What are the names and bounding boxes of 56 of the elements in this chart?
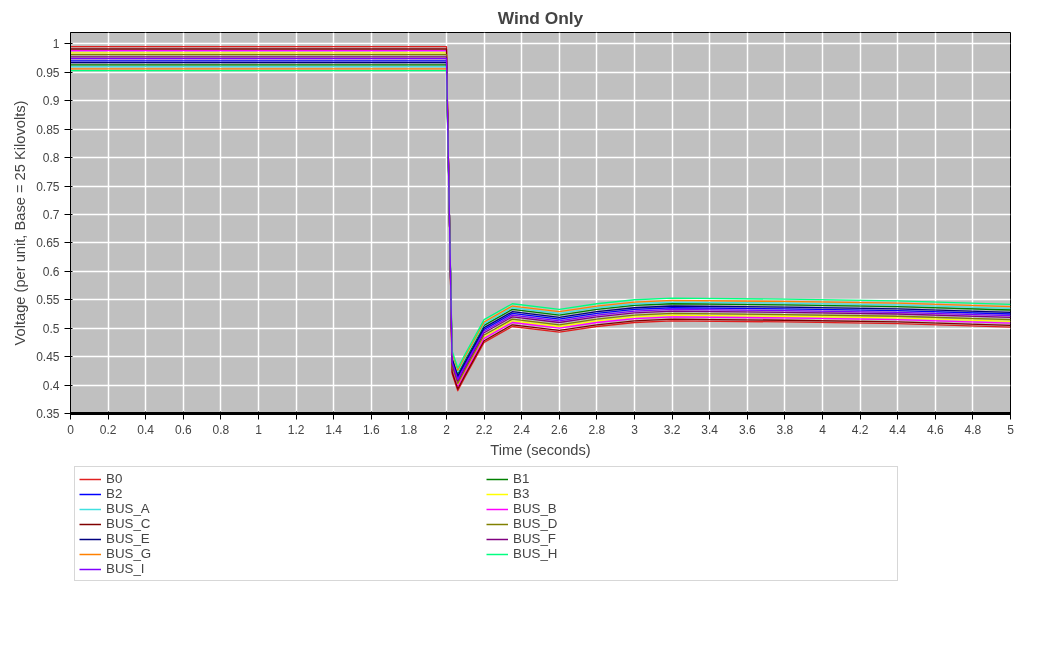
x-tick-label: 2 <box>443 422 451 437</box>
y-tick-label: 0.6 <box>42 264 60 279</box>
x-tick-label: 3.8 <box>776 422 794 437</box>
y-tick-label: 0.85 <box>36 122 60 137</box>
x-tick-label: 1.8 <box>400 422 418 437</box>
y-tick-label: 0.8 <box>42 151 60 166</box>
legend-label: B2 <box>106 486 124 501</box>
legend-label: BUS_G <box>106 546 153 561</box>
x-tick-label: 4 <box>819 422 827 437</box>
legend-label: BUS_I <box>106 561 146 576</box>
y-tick-label: 1 <box>52 37 60 52</box>
x-tick-label: 0.8 <box>212 422 230 437</box>
legend-label: B1 <box>513 471 531 486</box>
legend-label: BUS_H <box>513 546 559 561</box>
x-tick-label: 4.2 <box>851 422 869 437</box>
x-tick-label: 3.6 <box>738 422 756 437</box>
x-tick-label: 1.4 <box>325 422 343 437</box>
chart-title: Wind Only <box>497 7 584 28</box>
y-tick-label: 0.65 <box>36 236 60 251</box>
x-tick-label: 2.2 <box>475 422 493 437</box>
x-tick-label: 2.8 <box>588 422 606 437</box>
y-tick-label: 0.7 <box>42 207 60 222</box>
legend-label: BUS_F <box>513 531 557 546</box>
x-tick-label: 1.6 <box>362 422 380 437</box>
x-tick-label: 0 <box>67 422 75 437</box>
y-tick-label: 0.95 <box>36 65 60 80</box>
x-tick-label: 4.8 <box>964 422 982 437</box>
legend-label: BUS_B <box>513 501 558 516</box>
x-tick-label: 0.2 <box>99 422 117 437</box>
x-tick-label: 1 <box>255 422 263 437</box>
x-tick-label: 4.4 <box>889 422 907 437</box>
x-tick-label: 2.4 <box>513 422 531 437</box>
x-tick-label: 0.4 <box>137 422 155 437</box>
legend-label: B3 <box>513 486 531 501</box>
x-tick-label: 3.2 <box>663 422 681 437</box>
legend-label: B0 <box>106 471 124 486</box>
legend-label: BUS_A <box>106 501 151 516</box>
x-tick-label: 3.4 <box>701 422 719 437</box>
y-tick-label: 0.45 <box>36 350 60 365</box>
y-tick-label: 0.35 <box>36 407 60 421</box>
legend-label: BUS_D <box>513 516 559 531</box>
x-axis-title: Time (seconds) <box>490 441 591 458</box>
x-tick-label: 4.6 <box>926 422 944 437</box>
x-tick-label: 0.6 <box>174 422 192 437</box>
x-tick-label: 3 <box>631 422 639 437</box>
y-tick-label: 0.5 <box>42 321 60 336</box>
x-tick-label: 5 <box>1007 422 1015 437</box>
y-tick-label: 0.9 <box>42 94 60 109</box>
y-tick-label: 0.4 <box>42 378 60 393</box>
y-tick-label: 0.75 <box>36 179 60 194</box>
x-tick-label: 1.2 <box>287 422 305 437</box>
y-tick-label: 0.55 <box>36 293 60 308</box>
legend-label: BUS_E <box>106 531 151 546</box>
x-tick-label: 2.6 <box>550 422 568 437</box>
y-axis-title: Voltage (per unit, Base = 25 Kilovolts) <box>12 100 29 346</box>
legend-label: BUS_C <box>106 516 152 531</box>
